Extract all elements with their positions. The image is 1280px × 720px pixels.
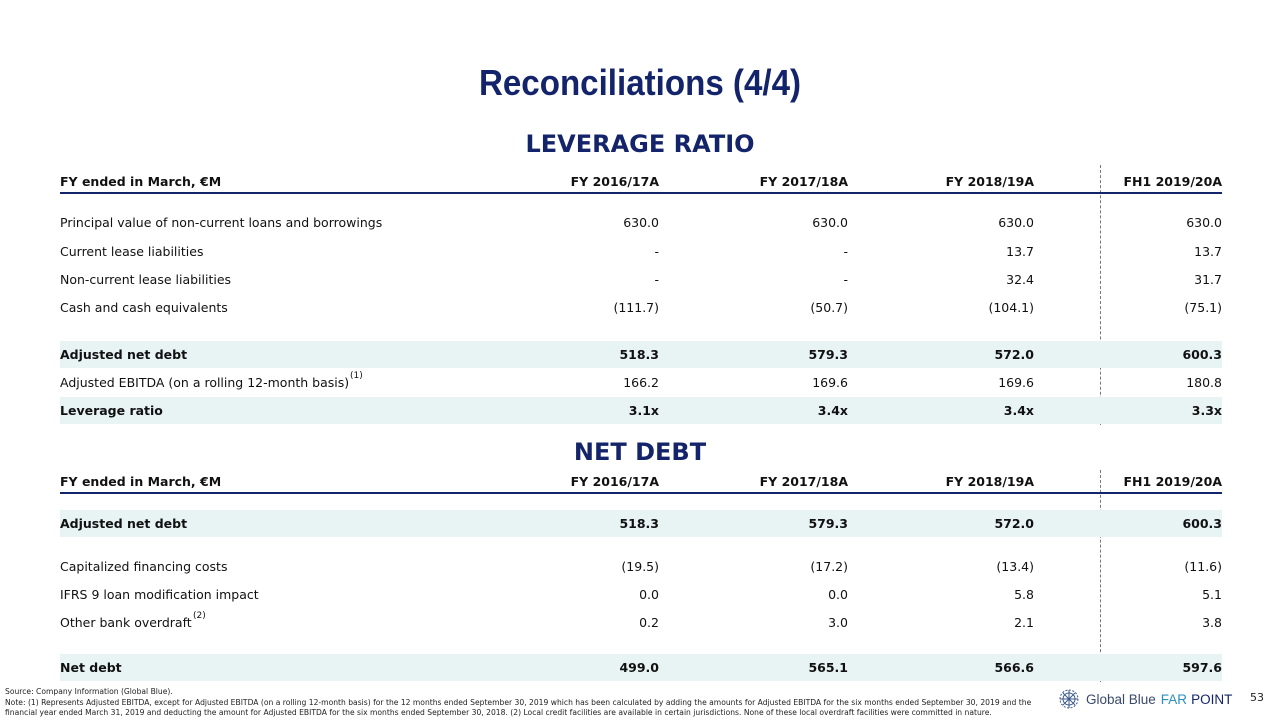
column-divider	[1100, 165, 1101, 425]
cell-value: 630.0	[623, 215, 659, 230]
cell-value: 5.1	[1202, 587, 1222, 602]
table-row: Net debt 499.0 565.1 566.6 597.6	[60, 654, 1222, 681]
row-label: Cash and cash equivalents	[60, 300, 228, 315]
cell-value: 3.0	[828, 615, 848, 630]
source-note: Source: Company Information (Global Blue…	[5, 687, 173, 696]
cell-value: 169.6	[812, 375, 848, 390]
page-number: 53	[1250, 691, 1264, 704]
row-label: Capitalized financing costs	[60, 559, 228, 574]
cell-value: 13.7	[1194, 244, 1222, 259]
cell-value: 5.8	[1014, 587, 1034, 602]
cell-value: (13.4)	[996, 559, 1034, 574]
cell-value: 630.0	[1186, 215, 1222, 230]
leverage-heading: LEVERAGE RATIO	[525, 130, 755, 158]
table-row: IFRS 9 loan modification impact 0.0 0.0 5.8…	[60, 581, 1222, 608]
cell-value: 630.0	[998, 215, 1034, 230]
table-row: Adjusted net debt 518.3 579.3 572.0 600.3	[60, 341, 1222, 368]
table-header: FY ended in March, €M FY 2016/17A FY 2017/…	[60, 468, 1222, 494]
cell-value: 630.0	[812, 215, 848, 230]
cell-value: 565.1	[808, 660, 848, 675]
cell-value: FH1 2019/20A	[1123, 174, 1222, 189]
table-header: FY ended in March, €M FY 2016/17A FY 2017/…	[60, 168, 1222, 194]
cell-value: 518.3	[619, 516, 659, 531]
cell-value: FY 2018/19A	[945, 474, 1034, 489]
cell-value: 3.8	[1202, 615, 1222, 630]
table-row: Leverage ratio 3.1x 3.4x 3.4x 3.3x	[60, 397, 1222, 424]
cell-value: 572.0	[994, 347, 1034, 362]
footnotes: Source: Company Information (Global Blue…	[5, 687, 1045, 719]
logo-far: FAR	[1160, 691, 1188, 707]
cell-value: (17.2)	[810, 559, 848, 574]
cell-value: (111.7)	[613, 300, 659, 315]
cell-value: 600.3	[1182, 347, 1222, 362]
cell-value: (75.1)	[1184, 300, 1222, 315]
cell-value: 600.3	[1182, 516, 1222, 531]
table-row: Cash and cash equivalents (111.7) (50.7) (1…	[60, 294, 1222, 321]
cell-value: 597.6	[1182, 660, 1222, 675]
row-label: Leverage ratio	[60, 403, 163, 418]
cell-value: FH1 2019/20A	[1123, 474, 1222, 489]
cell-value: 572.0	[994, 516, 1034, 531]
cell-value: 579.3	[808, 347, 848, 362]
cell-value: 0.2	[639, 615, 659, 630]
cell-value: -	[843, 244, 848, 259]
cell-value: 180.8	[1186, 375, 1222, 390]
cell-value: 499.0	[619, 660, 659, 675]
row-label: FY ended in March, €M	[60, 174, 222, 189]
column-divider	[1100, 470, 1101, 682]
cell-value: 0.0	[639, 587, 659, 602]
row-label: Other bank overdraft	[60, 615, 192, 630]
cell-value: 166.2	[623, 375, 659, 390]
cell-value: 579.3	[808, 516, 848, 531]
logo-brand: Global Blue	[1086, 691, 1156, 707]
cell-value: 13.7	[1006, 244, 1034, 259]
cell-value: -	[654, 272, 659, 287]
cell-value: 3.4x	[1003, 403, 1034, 418]
cell-value: -	[843, 272, 848, 287]
cell-value: 3.4x	[817, 403, 848, 418]
cell-value: (104.1)	[988, 300, 1034, 315]
row-label: Net debt	[60, 660, 122, 675]
cell-value: 31.7	[1194, 272, 1222, 287]
table-row: Capitalized financing costs (19.5) (17.2) (…	[60, 553, 1222, 580]
row-label: Adjusted EBITDA (on a rolling 12-month b…	[60, 375, 350, 390]
cell-value: 32.4	[1006, 272, 1034, 287]
cell-value: FY 2016/17A	[570, 474, 659, 489]
logo-point: POINT	[1191, 691, 1233, 707]
cell-value: 3.1x	[628, 403, 659, 418]
page-title: Reconciliations (4/4)	[478, 62, 802, 103]
cell-value: 169.6	[998, 375, 1034, 390]
cell-value: (50.7)	[810, 300, 848, 315]
cell-value: (11.6)	[1184, 559, 1222, 574]
cell-value: (19.5)	[621, 559, 659, 574]
star-logo-icon	[1059, 689, 1079, 709]
row-label: Current lease liabilities	[60, 244, 204, 259]
cell-value: 518.3	[619, 347, 659, 362]
row-label: Non-current lease liabilities	[60, 272, 232, 287]
row-label: IFRS 9 loan modification impact	[60, 587, 259, 602]
cell-value: -	[654, 244, 659, 259]
table-row: Adjusted EBITDA (on a rolling 12-month b…	[60, 369, 1222, 396]
row-label: Adjusted net debt	[60, 347, 188, 362]
row-label: Adjusted net debt	[60, 516, 188, 531]
cell-value: FY 2017/18A	[759, 474, 848, 489]
cell-value: FY 2017/18A	[759, 174, 848, 189]
netdebt-heading: NET DEBT	[573, 438, 707, 466]
footnote-text: Note: (1) Represents Adjusted EBITDA, ex…	[5, 697, 1032, 718]
cell-value: 3.3x	[1191, 403, 1222, 418]
table-row: Current lease liabilities - - 13.7 13.7	[60, 238, 1222, 265]
global-blue-logo: Global Blue FAR POINT	[1058, 688, 1232, 710]
cell-value: 566.6	[994, 660, 1034, 675]
table-row: Principal value of non-current loans and…	[60, 209, 1222, 236]
table-row: Other bank overdraft (2) 0.2 3.0 2.1 3.8	[60, 609, 1222, 636]
table-row: Adjusted net debt 518.3 579.3 572.0 600.3	[60, 510, 1222, 537]
row-label: FY ended in March, €M	[60, 474, 222, 489]
row-label: Principal value of non-current loans and…	[60, 215, 383, 230]
cell-value: FY 2016/17A	[570, 174, 659, 189]
cell-value: 2.1	[1014, 615, 1034, 630]
cell-value: 0.0	[828, 587, 848, 602]
table-row: Non-current lease liabilities - - 32.4 31.7	[60, 266, 1222, 293]
cell-value: FY 2018/19A	[945, 174, 1034, 189]
